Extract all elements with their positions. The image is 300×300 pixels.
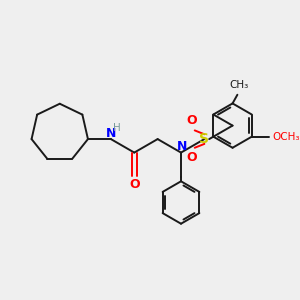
Text: N: N [106,127,116,140]
Text: O: O [129,178,140,191]
Text: O: O [187,114,197,127]
Text: O: O [187,151,197,164]
Text: N: N [177,140,187,153]
Text: S: S [200,132,209,146]
Text: OCH₃: OCH₃ [273,132,300,142]
Text: CH₃: CH₃ [230,80,249,90]
Text: H: H [113,122,121,133]
